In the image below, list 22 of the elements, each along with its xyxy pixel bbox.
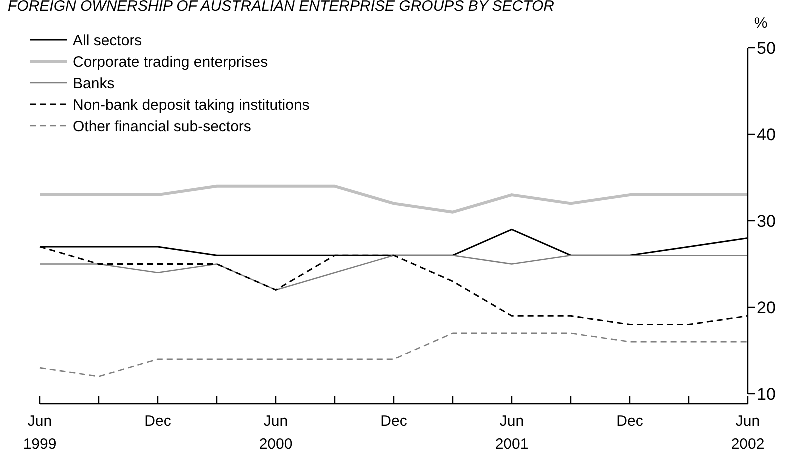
legend-label: Banks [73, 75, 115, 92]
line-series [38, 184, 750, 214]
y-tick-label: 20 [757, 298, 776, 318]
y-axis-title: % [754, 15, 768, 32]
legend-label: Corporate trading enterprises [73, 54, 268, 71]
x-tick-label: Jun 2001 [495, 413, 529, 453]
legend-label: Non-bank deposit taking institutions [73, 96, 310, 114]
y-tick-label: 40 [757, 125, 776, 144]
y-tick-label: 10 [757, 384, 776, 404]
x-tick-label: Dec [144, 413, 172, 430]
legend-label: All sectors [73, 32, 142, 50]
x-tick-label: Jun 2000 [259, 413, 293, 453]
x-tick-label: Dec [616, 413, 644, 430]
y-tick-label: 50 [757, 38, 776, 58]
legend-label: Other financial sub-sectors [73, 118, 252, 136]
line-series [39, 332, 749, 378]
x-tick-label: Jun 1999 [23, 413, 57, 453]
chart-title: FOREIGN OWNERSHIP OF AUSTRALIAN ENTERPRISE GROUPS BY SECTOR [8, 0, 555, 15]
x-tick-label: Dec [380, 413, 408, 430]
y-tick-label: 30 [757, 212, 776, 231]
x-tick-label: Jun 2002 [731, 413, 765, 453]
line-series [39, 254, 749, 291]
